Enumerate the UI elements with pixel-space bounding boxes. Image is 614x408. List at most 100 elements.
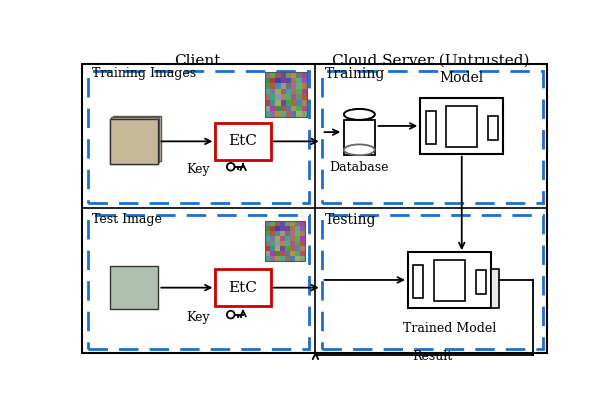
Bar: [275, 89, 281, 94]
Bar: [290, 226, 295, 231]
Bar: [286, 106, 291, 111]
Bar: [295, 221, 300, 226]
Bar: [111, 118, 159, 162]
Bar: [279, 221, 285, 226]
Bar: [295, 241, 300, 246]
Text: Cloud Server (Untrusted): Cloud Server (Untrusted): [332, 53, 530, 68]
Bar: [301, 94, 307, 100]
Bar: [434, 260, 465, 301]
Bar: [285, 236, 290, 241]
Bar: [279, 251, 285, 256]
Bar: [322, 71, 543, 203]
Bar: [265, 78, 270, 83]
Bar: [270, 241, 274, 246]
Text: Key: Key: [186, 163, 210, 176]
Bar: [110, 119, 158, 164]
Bar: [275, 72, 281, 78]
Bar: [301, 106, 307, 111]
Bar: [300, 236, 305, 241]
Bar: [281, 94, 286, 100]
Bar: [295, 236, 300, 241]
Bar: [301, 78, 307, 83]
Bar: [286, 89, 291, 94]
Bar: [297, 78, 301, 83]
Bar: [488, 116, 498, 140]
Bar: [279, 236, 285, 241]
Bar: [291, 94, 297, 100]
Bar: [265, 231, 270, 236]
Bar: [274, 236, 279, 241]
Bar: [275, 106, 281, 111]
Bar: [286, 83, 291, 89]
Bar: [301, 100, 307, 106]
Bar: [270, 226, 274, 231]
Bar: [285, 226, 290, 231]
Bar: [265, 111, 270, 117]
Bar: [291, 89, 297, 94]
Text: EtC: EtC: [228, 134, 257, 149]
Bar: [270, 221, 274, 226]
Bar: [281, 106, 286, 111]
Bar: [270, 89, 275, 94]
Bar: [301, 111, 307, 117]
Bar: [408, 252, 491, 308]
Text: Result: Result: [413, 350, 453, 363]
Text: Database: Database: [330, 161, 389, 174]
Bar: [275, 94, 281, 100]
Bar: [270, 111, 275, 117]
Bar: [279, 246, 285, 251]
Bar: [290, 241, 295, 246]
Bar: [290, 231, 295, 236]
Ellipse shape: [344, 109, 375, 120]
Bar: [420, 98, 503, 154]
Bar: [265, 256, 270, 261]
Text: Model: Model: [440, 71, 484, 84]
Bar: [270, 256, 274, 261]
Bar: [265, 106, 270, 111]
Bar: [281, 111, 286, 117]
Bar: [297, 100, 301, 106]
Text: EtC: EtC: [228, 281, 257, 295]
Bar: [216, 269, 271, 306]
Text: Training: Training: [325, 67, 385, 81]
Bar: [297, 89, 301, 94]
Bar: [274, 241, 279, 246]
Bar: [270, 83, 275, 89]
Bar: [290, 236, 295, 241]
Bar: [274, 221, 279, 226]
Bar: [279, 231, 285, 236]
Bar: [301, 89, 307, 94]
Bar: [290, 221, 295, 226]
Bar: [279, 226, 285, 231]
Bar: [270, 236, 274, 241]
Bar: [286, 72, 291, 78]
Bar: [295, 246, 300, 251]
Bar: [265, 246, 270, 251]
Bar: [300, 221, 305, 226]
Bar: [285, 246, 290, 251]
Bar: [88, 71, 309, 203]
Bar: [275, 100, 281, 106]
Bar: [300, 241, 305, 246]
Bar: [275, 111, 281, 117]
Bar: [301, 72, 307, 78]
Bar: [275, 83, 281, 89]
Text: Key: Key: [186, 311, 210, 324]
Bar: [344, 120, 375, 155]
Bar: [270, 72, 275, 78]
Bar: [286, 94, 291, 100]
Bar: [270, 106, 275, 111]
Bar: [216, 123, 271, 160]
Bar: [274, 246, 279, 251]
Bar: [281, 72, 286, 78]
Ellipse shape: [344, 144, 375, 155]
Bar: [297, 94, 301, 100]
Bar: [279, 241, 285, 246]
Text: Training Images: Training Images: [92, 67, 196, 80]
Bar: [297, 83, 301, 89]
Bar: [297, 106, 301, 111]
Bar: [295, 256, 300, 261]
Bar: [274, 226, 279, 231]
Bar: [265, 226, 270, 231]
Bar: [281, 78, 286, 83]
